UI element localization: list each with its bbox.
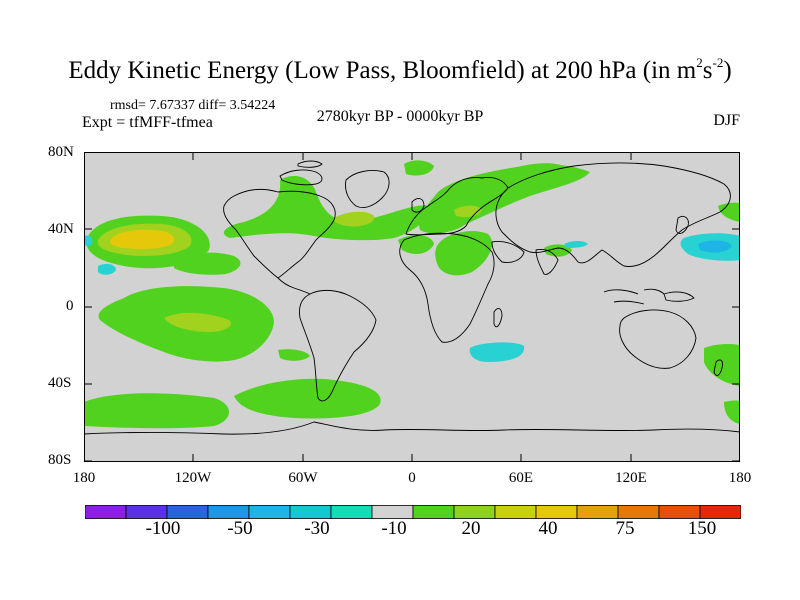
colorbar-label-20: 20 (461, 518, 481, 539)
coast-greenland (345, 169, 390, 209)
contour-natl-lime (342, 213, 374, 225)
lat-label-80s: 80S (48, 452, 72, 468)
coast-madagascar (493, 308, 503, 328)
contour-epac-green (174, 252, 241, 275)
lon-label-60w: 60W (288, 470, 318, 486)
contour-sam-green (278, 349, 310, 361)
colorbar-box (617, 505, 660, 519)
colorbar-box (658, 505, 701, 519)
coastlines (84, 160, 740, 435)
colorbar-box (699, 505, 741, 519)
colorbar-box (166, 505, 209, 519)
colorbar-label-minus50: -50 (227, 518, 253, 539)
contour-npac-east-green (718, 202, 740, 222)
colorbar-box (330, 505, 373, 519)
coast-north-america (223, 188, 336, 279)
coast-asia (495, 162, 731, 267)
coast-antarctica (84, 421, 740, 435)
contour-soatl-green (234, 378, 381, 419)
colorbar-box (85, 505, 127, 519)
colorbar-box (453, 505, 496, 519)
colorbar-box (248, 505, 291, 519)
colorbar-label-150: 150 (687, 518, 717, 539)
coast-arabia (491, 241, 525, 263)
coast-central-america (277, 277, 311, 295)
coast-africa (399, 232, 495, 343)
coast-indonesia (603, 288, 665, 305)
colorbar-box (576, 505, 619, 519)
lon-label-180e: 180 (728, 470, 752, 486)
coast-japan (675, 215, 689, 234)
title-superscript-2: -2 (712, 54, 724, 70)
experiment-label: Expt = tfMFF-tfmea (82, 114, 213, 131)
stats-text: rmsd= 7.67337 diff= 3.54224 (110, 98, 276, 113)
title-main: Eddy Kinetic Energy (Low Pass, Bloomfiel… (68, 57, 697, 84)
colorbar-box (535, 505, 578, 519)
lat-label-40n: 40N (48, 221, 74, 237)
colorbar-label-75: 75 (615, 518, 635, 539)
coast-new-zealand (713, 359, 723, 376)
lon-label-180w: 180 (72, 470, 96, 486)
contour-tropic-pac-lime (164, 312, 232, 332)
coast-australia (619, 309, 697, 369)
coast-new-guinea (663, 291, 695, 302)
lon-label-120e: 120E (615, 470, 647, 486)
map-ticks (84, 152, 740, 462)
lon-label-0: 0 (408, 470, 416, 486)
contour-nwpac-blue (698, 240, 732, 253)
contour-dateline-cyan (84, 235, 93, 247)
colorbar-box (207, 505, 250, 519)
lon-label-120w: 120W (174, 470, 212, 486)
contour-npac-yellow (110, 229, 175, 250)
contour-mideast-green (398, 235, 434, 254)
contour-spac-east-green (704, 344, 740, 386)
contour-nam-green (223, 176, 431, 241)
contour-siberia-green (514, 163, 564, 174)
chart-title: Eddy Kinetic Energy (Low Pass, Bloomfiel… (0, 56, 800, 86)
lat-label-40s: 40S (48, 375, 72, 391)
contour-arctic-green (404, 160, 434, 176)
colorbar-box (125, 505, 168, 519)
contour-indian-cyan (469, 342, 525, 362)
colorbar-label-minus10: -10 (381, 518, 407, 539)
coast-south-america (299, 289, 377, 402)
coast-canadian-arctic (279, 160, 323, 186)
colorbar-label-minus100: -100 (145, 518, 181, 539)
coast-uk (411, 198, 425, 213)
title-close: ) (723, 57, 732, 84)
lat-label-eq: 0 (66, 298, 74, 314)
contour-sopac-east-green (724, 400, 740, 424)
coast-india (535, 249, 559, 275)
contour-africa-green (435, 231, 493, 276)
contour-sopac-green (84, 393, 229, 429)
period-label: 2780kyr BP - 0000kyr BP (316, 108, 484, 125)
contour-india-cyan (564, 241, 588, 248)
title-superscript-1: 2 (696, 54, 703, 70)
colorbar-box (289, 505, 332, 519)
colorbar-label-40: 40 (538, 518, 558, 539)
lon-label-60e: 60E (508, 470, 534, 486)
contour-indian-green (544, 244, 572, 257)
eke-map (84, 152, 740, 462)
colorbar-label-minus30: -30 (304, 518, 330, 539)
colorbar (85, 505, 741, 519)
season-label: DJF (713, 112, 740, 129)
lat-label-80n: 80N (48, 144, 74, 160)
colorbar-box (412, 505, 455, 519)
contour-fills (84, 160, 740, 429)
contour-npac-cyan (98, 263, 116, 275)
colorbar-box (371, 505, 414, 519)
title-unit-s: s (702, 57, 713, 84)
colorbar-box (494, 505, 537, 519)
